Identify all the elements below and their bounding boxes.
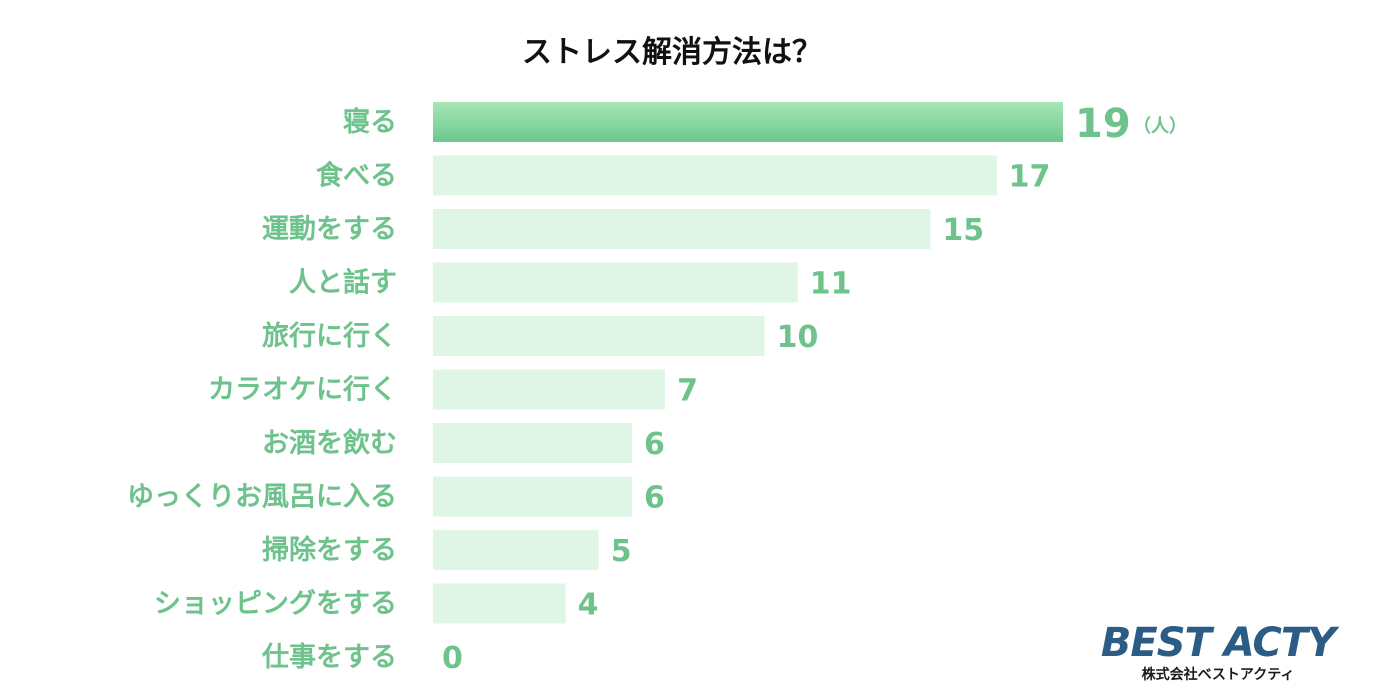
- unit-label: （人）: [1133, 116, 1187, 137]
- bar: [433, 369, 666, 410]
- category-label: ショッピングをする: [154, 588, 397, 620]
- category-label: 食べる: [316, 160, 397, 192]
- category-label: 旅行に行く: [262, 320, 397, 352]
- bar: [433, 209, 931, 249]
- value-label: 7: [677, 374, 698, 409]
- value-label: 6: [644, 427, 665, 462]
- category-label: お酒を飲む: [262, 427, 397, 459]
- category-label: 人と話す: [289, 267, 397, 299]
- value-label: 6: [644, 481, 665, 516]
- bar: [433, 583, 566, 624]
- category-label: 寝る: [343, 106, 397, 138]
- bar: [433, 476, 632, 517]
- value-label: 5: [611, 534, 632, 569]
- bar: [433, 155, 997, 196]
- bar: [433, 530, 599, 570]
- logo-main-text: BEST ACTY: [1101, 620, 1340, 666]
- category-label: 運動をする: [262, 214, 397, 245]
- logo-sub-text: 株式会社ベストアクティ: [1142, 666, 1295, 683]
- category-label: 仕事をする: [261, 642, 397, 673]
- value-label: 17: [1009, 160, 1051, 195]
- bar: [433, 102, 1063, 142]
- category-label: ゆっくりお風呂に入る: [127, 482, 397, 513]
- value-label: 0: [442, 641, 463, 676]
- bar: [433, 423, 632, 463]
- bar: [433, 262, 798, 303]
- chart-title: ストレス解消方法は？: [522, 35, 822, 70]
- value-label: 15: [942, 213, 984, 248]
- value-label: 19: [1075, 101, 1131, 147]
- value-label: 11: [810, 267, 852, 302]
- bar: [433, 316, 765, 356]
- category-label: カラオケに行く: [208, 374, 397, 406]
- bars-layer: 寝る 19 （人） 食べる 17 運動をする 15 人と話す 11 旅行に行く 10 カラオケに行く 7…: [127, 101, 1187, 676]
- value-label: 4: [578, 588, 599, 623]
- category-label: 掃除をする: [262, 534, 397, 566]
- company-logo: BEST ACTY 株式会社ベストアクティ: [1101, 620, 1341, 683]
- value-label: 10: [777, 320, 819, 355]
